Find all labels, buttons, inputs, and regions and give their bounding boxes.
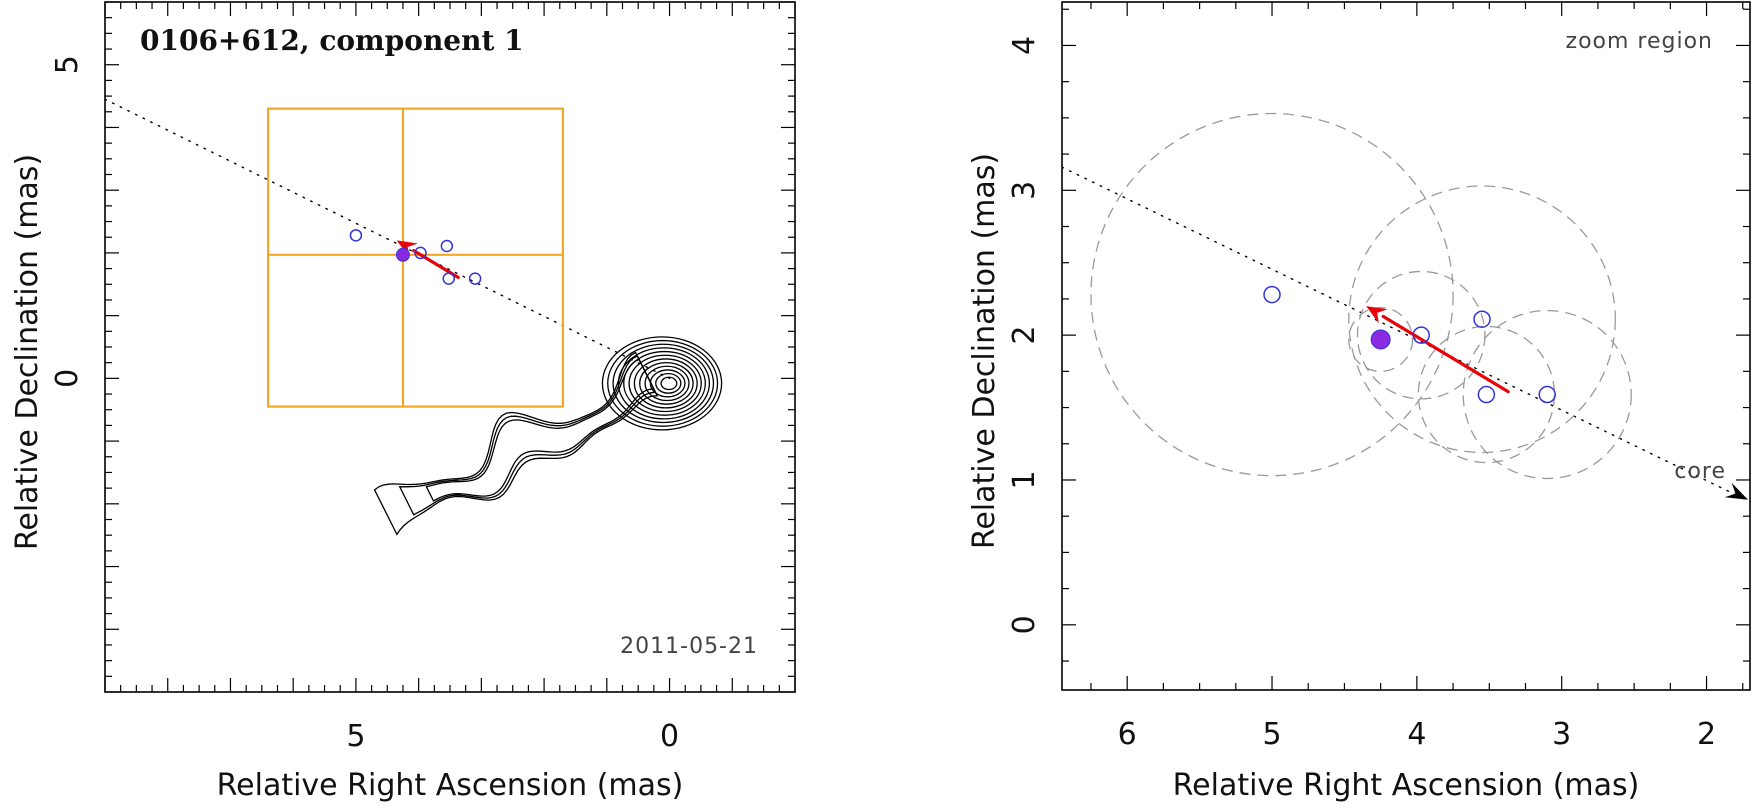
core-contour <box>612 343 715 424</box>
x-tick-label: 5 <box>1262 717 1281 752</box>
position-uncertainty-circle <box>1417 325 1556 464</box>
component-position-point <box>442 272 455 285</box>
core-contour <box>601 336 723 431</box>
core-contour <box>639 361 694 405</box>
zoom-region-note: zoom region <box>1566 29 1713 54</box>
core-contour <box>607 339 719 427</box>
zoom-region-box <box>266 107 565 408</box>
velocity-arrow-shaft <box>1381 314 1510 394</box>
velocity-arrow-head <box>396 240 418 258</box>
component-position-point <box>414 246 427 260</box>
y-tick-label: 0 <box>1007 615 1042 634</box>
core-contour <box>649 369 686 398</box>
core-contour <box>628 354 702 413</box>
y-tick-label: 0 <box>50 369 85 388</box>
x-axis-label: Relative Right Ascension (mas) <box>1173 768 1640 803</box>
x-tick-label: 3 <box>1552 717 1571 752</box>
mean-position-point <box>395 247 410 262</box>
velocity-arrow-head <box>1366 306 1388 324</box>
mean-position-point <box>1370 329 1391 350</box>
zoom-panel: 6 5 4 3 2 0 1 2 3 4 Relative Right Ascension (mas)… <box>967 1 1751 803</box>
jet-direction-line <box>105 98 671 380</box>
component-position-point <box>440 239 454 253</box>
jet-direction-line <box>1062 166 1751 503</box>
core-contour <box>644 365 690 402</box>
core-direction-arrowhead <box>1724 482 1748 500</box>
core-label: core <box>1674 459 1726 484</box>
y-axis-label: Relative Declination (mas) <box>967 153 1002 549</box>
y-tick-label: 3 <box>1007 181 1042 200</box>
y-axis-label: Relative Declination (mas) <box>10 154 45 550</box>
x-tick-label: 0 <box>660 719 679 754</box>
x-tick-label: 5 <box>346 719 365 754</box>
x-tick-label: 4 <box>1407 717 1426 752</box>
plot-area <box>1062 112 1751 503</box>
position-uncertainty-circle <box>1356 270 1486 400</box>
y-tick-label: 1 <box>1007 470 1042 489</box>
jet-contour <box>398 355 657 516</box>
x-tick-label: 2 <box>1697 717 1716 752</box>
core-contour <box>660 376 678 391</box>
plot-area <box>105 98 723 536</box>
core-contour <box>617 347 711 420</box>
jet-contour <box>425 358 655 502</box>
y-tick-label: 2 <box>1007 326 1042 345</box>
position-uncertainty-circle <box>1348 185 1616 454</box>
y-tick-label: 4 <box>1007 36 1042 55</box>
component-position-point <box>1412 326 1430 344</box>
position-uncertainty-circle <box>1462 309 1632 480</box>
core-contour <box>633 358 698 409</box>
chart-title: 0106+612, component 1 <box>140 24 524 57</box>
x-tick-label: 6 <box>1118 717 1137 752</box>
y-tick-label: 5 <box>50 55 85 74</box>
core-contour <box>623 350 706 416</box>
position-uncertainty-circle <box>1090 112 1454 477</box>
component-position-point <box>1473 310 1491 328</box>
jet-contour <box>373 351 659 536</box>
overview-panel: 5 0 5 0 Relative Right Ascension (mas) Relati… <box>10 1 796 803</box>
component-position-point <box>468 272 482 285</box>
x-axis-label: Relative Right Ascension (mas) <box>217 768 684 803</box>
component-position-point <box>349 229 363 242</box>
position-uncertainty-circle <box>1348 306 1414 372</box>
epoch-date-label: 2011-05-21 <box>620 634 758 659</box>
component-position-point <box>1477 385 1496 404</box>
plot-frame <box>1061 1 1751 691</box>
component-position-point <box>1263 285 1281 304</box>
component-position-point <box>1538 385 1556 404</box>
core-contour <box>655 372 682 394</box>
